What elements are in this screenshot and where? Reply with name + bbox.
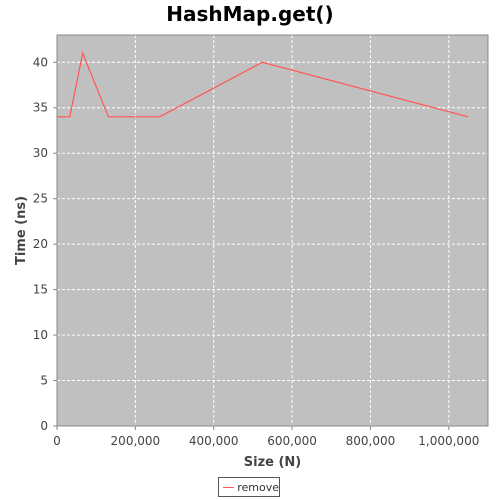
legend-swatch <box>223 486 235 488</box>
x-tick-label: 200,000 <box>111 434 161 448</box>
y-tick-label: 5 <box>40 374 48 388</box>
x-tick-label: 0 <box>53 434 61 448</box>
y-tick-label: 40 <box>33 55 48 69</box>
y-tick-label: 0 <box>40 419 48 433</box>
plot-border <box>56 34 489 427</box>
series-layer <box>57 51 469 118</box>
y-tick-label: 15 <box>33 283 48 297</box>
y-tick-label: 35 <box>33 101 48 115</box>
y-tick-label: 10 <box>33 328 48 342</box>
chart-title: HashMap.get() <box>166 2 334 26</box>
legend-label: remove <box>237 480 279 494</box>
plot-background <box>57 35 488 426</box>
x-tick-label: 1,000,000 <box>418 434 479 448</box>
y-axis-label: Time (ns) <box>14 196 29 265</box>
x-tick-label: 800,000 <box>346 434 396 448</box>
legend: remove <box>218 477 280 497</box>
x-tick-label: 400,000 <box>189 434 239 448</box>
y-tick-label: 20 <box>33 237 48 251</box>
y-tick-label: 30 <box>33 146 48 160</box>
y-tick-label: 25 <box>33 192 48 206</box>
x-axis-label: Size (N) <box>244 455 302 470</box>
grid-lines <box>56 35 488 427</box>
axes: 0 5 10 15 20 25 30 35 40 0 200,000 400,000 600,000 80… <box>33 55 480 448</box>
series-line-remove <box>57 51 469 118</box>
x-tick-label: 600,000 <box>267 434 317 448</box>
